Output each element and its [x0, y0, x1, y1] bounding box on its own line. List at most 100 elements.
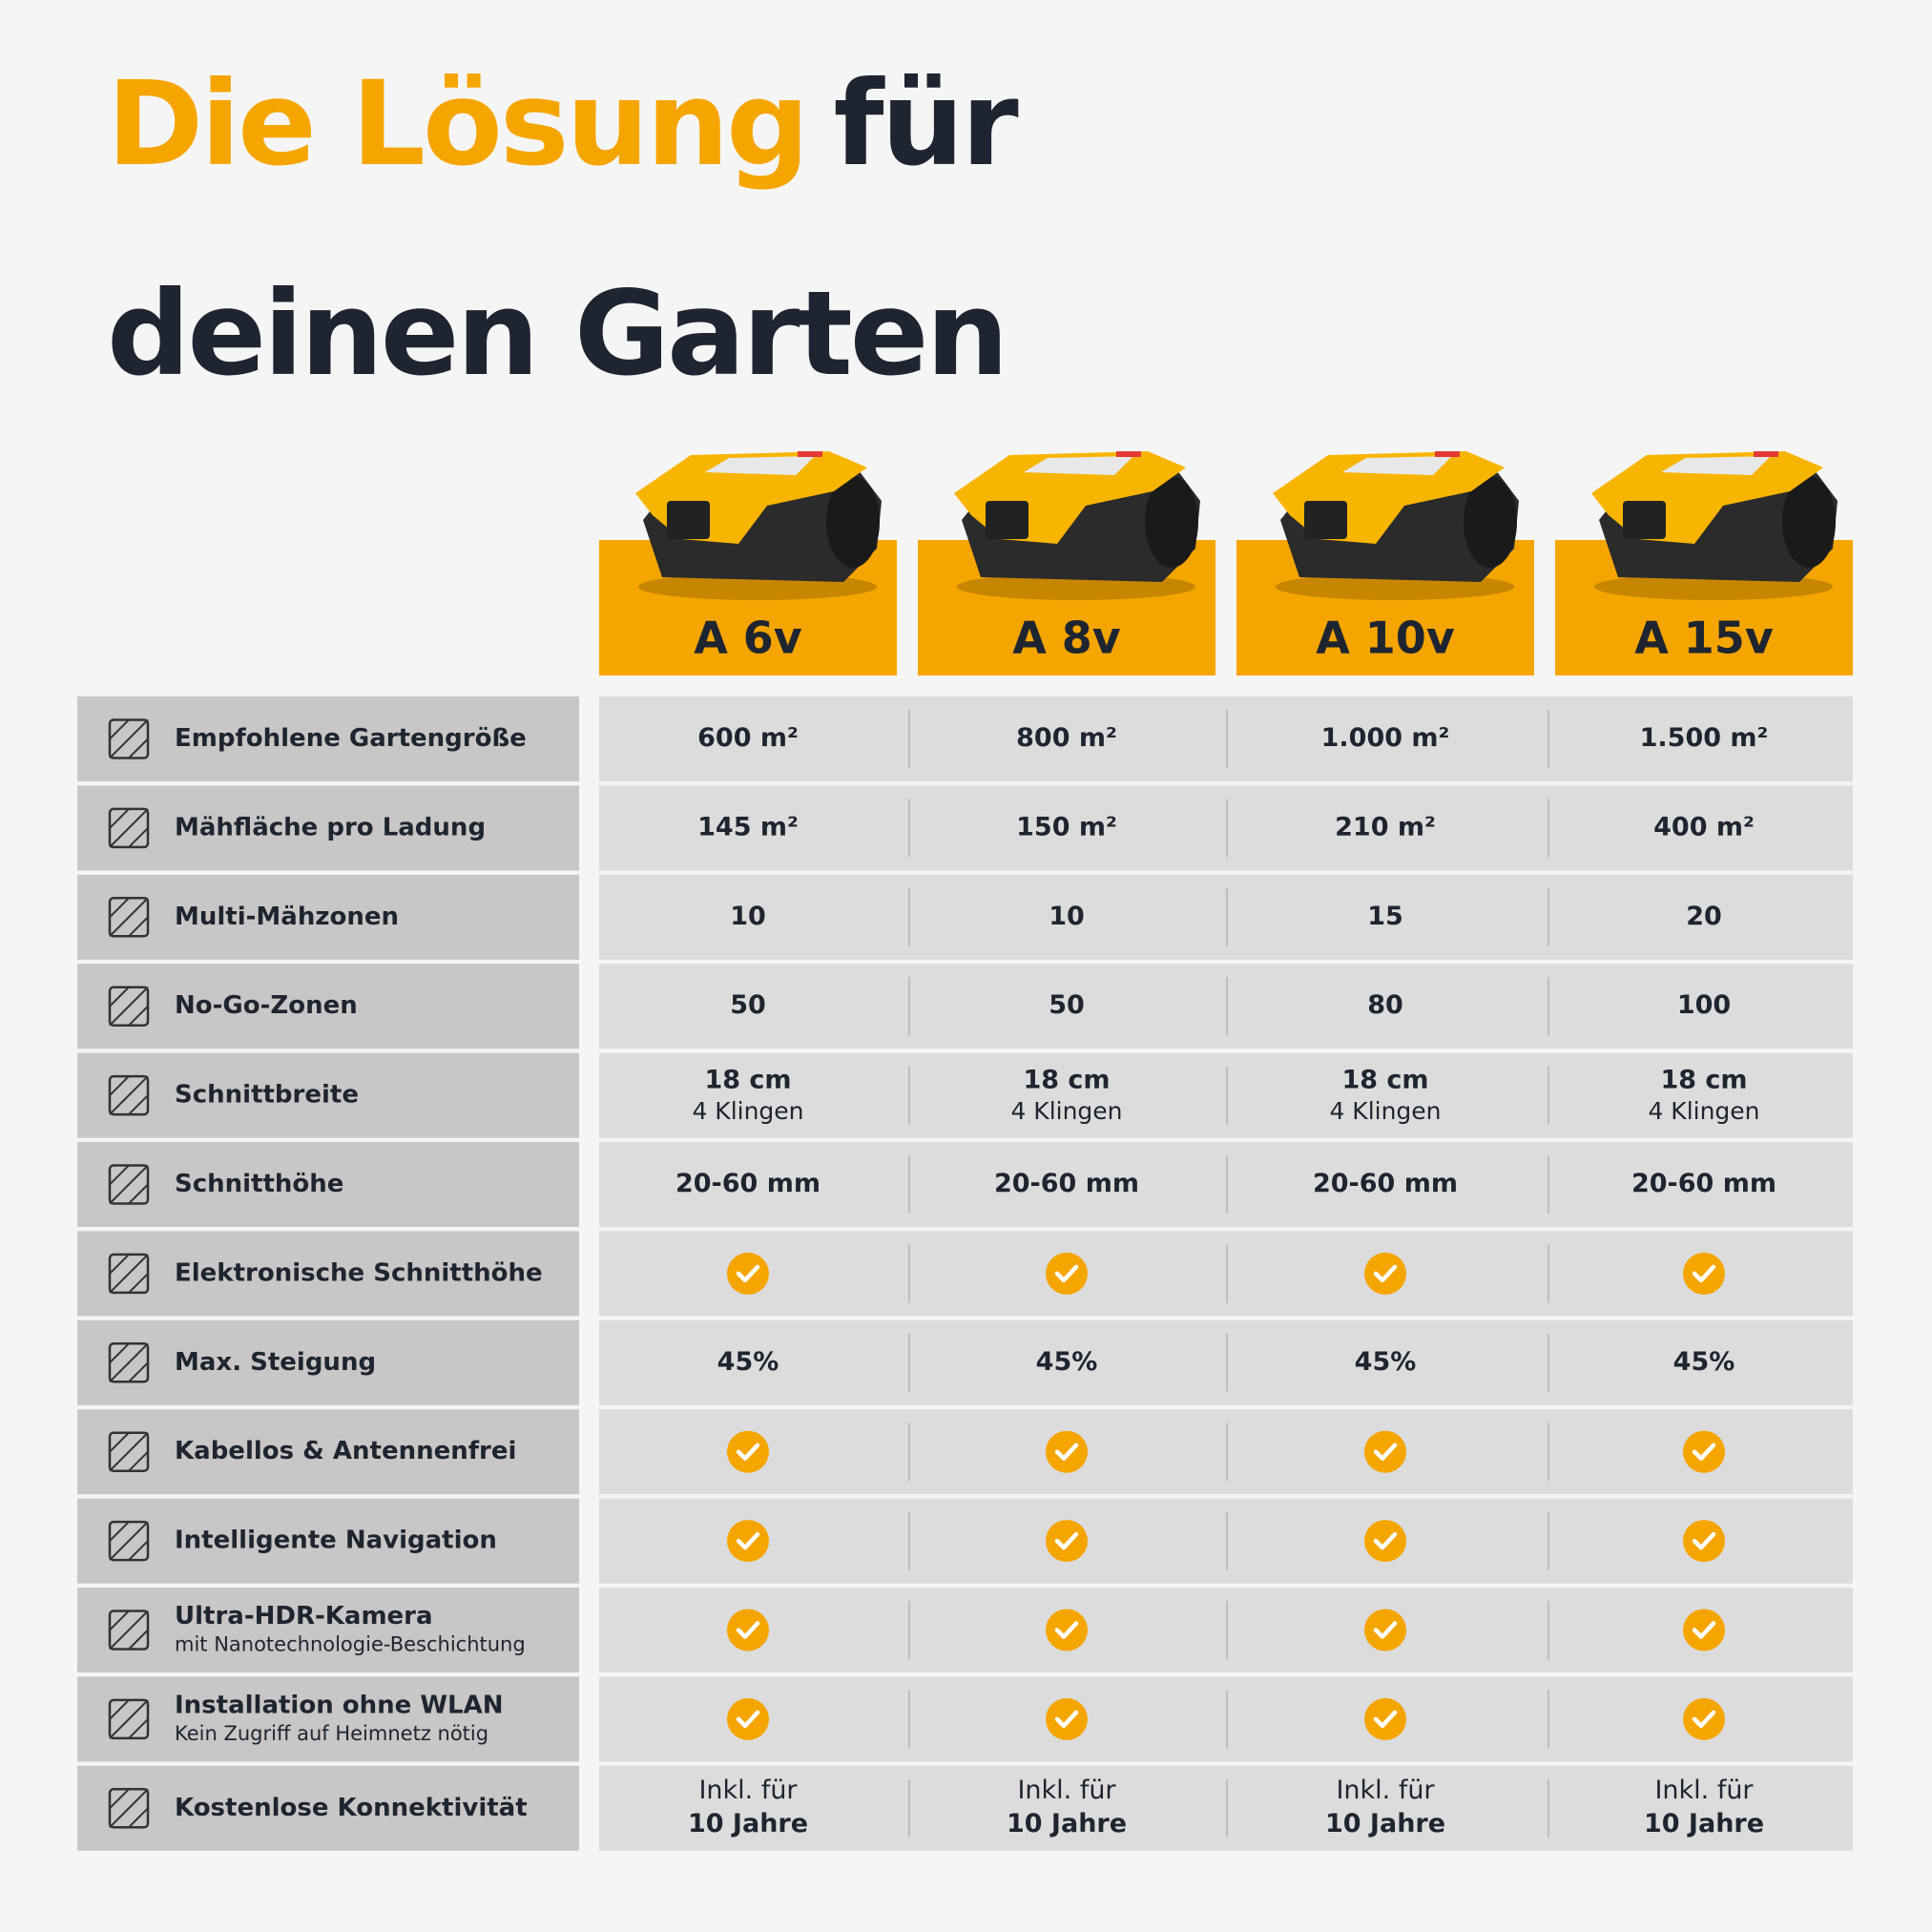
cell-value: 10 Jahre: [688, 1809, 808, 1839]
row-label: Ultra-HDR-Kamera: [175, 1602, 433, 1631]
cell-value: 50: [1049, 990, 1085, 1020]
check-icon: [1364, 1252, 1406, 1295]
row-icon-hatch: [109, 1788, 149, 1829]
cell-value: 600 m²: [697, 723, 799, 753]
mower-camera: [986, 501, 1028, 539]
row-icon: [108, 1698, 150, 1740]
check-icon: [727, 1430, 769, 1473]
mower-lid: [1342, 456, 1452, 475]
title-rest: für: [834, 56, 1019, 192]
check-circle: [1683, 1520, 1725, 1563]
check-circle: [727, 1697, 769, 1740]
mower-wheel: [1782, 476, 1836, 568]
row-sublabel: Kein Zugriff auf Heimnetz nötig: [175, 1722, 488, 1745]
mower-light: [1435, 451, 1460, 457]
cell-subvalue: 4 Klingen: [1648, 1097, 1759, 1125]
mower-camera: [1623, 501, 1666, 539]
check-circle: [727, 1252, 769, 1295]
cell-value: 1.500 m²: [1640, 723, 1769, 753]
mower-light: [1116, 451, 1141, 457]
mower-image: [635, 451, 882, 600]
cell-value: 145 m²: [697, 812, 799, 841]
check-icon: [1046, 1430, 1088, 1473]
mower-image: [1591, 451, 1838, 600]
cell-value: 10: [1049, 902, 1085, 931]
check-icon: [1364, 1520, 1406, 1563]
row-icon-hatch: [109, 1431, 149, 1472]
cell-value: 1.000 m²: [1321, 723, 1450, 753]
check-icon: [727, 1520, 769, 1563]
row-label: Schnittbreite: [175, 1081, 359, 1110]
mower-wheel: [1464, 476, 1517, 568]
title-line2: deinen Garten: [107, 266, 1006, 402]
check-tick: [736, 1531, 760, 1550]
check-tick: [1692, 1264, 1716, 1283]
row-icon: [108, 1074, 150, 1116]
mower-lid: [705, 456, 815, 475]
row-icon: [108, 1431, 150, 1472]
check-tick: [736, 1710, 760, 1729]
cell-value: 20-60 mm: [675, 1169, 821, 1198]
cell-value: 45%: [1355, 1347, 1417, 1377]
label-cell: [77, 1231, 579, 1317]
label-cell: [77, 1588, 579, 1672]
check-circle: [1683, 1609, 1725, 1652]
cell-value: 400 m²: [1653, 812, 1755, 841]
check-icon: [1364, 1430, 1406, 1473]
cell-value: 10 Jahre: [1325, 1809, 1445, 1839]
product-name: A 15v: [1634, 613, 1774, 664]
check-circle: [727, 1609, 769, 1652]
check-icon: [727, 1252, 769, 1295]
product-name: A 8v: [1012, 613, 1121, 664]
row-label: Intelligente Navigation: [175, 1527, 497, 1555]
check-tick: [1692, 1621, 1716, 1639]
cell-value: 80: [1367, 990, 1403, 1020]
check-circle: [1046, 1609, 1088, 1652]
check-circle: [1364, 1609, 1406, 1652]
check-circle: [727, 1430, 769, 1473]
row-icon-hatch: [109, 718, 149, 759]
title-highlight: Die Lösung: [107, 56, 807, 192]
check-icon: [1364, 1697, 1406, 1740]
check-tick: [736, 1443, 760, 1461]
cell-prefix: Inkl. für: [1336, 1776, 1435, 1805]
cell-value: 45%: [1673, 1347, 1735, 1377]
check-tick: [1373, 1264, 1398, 1283]
row-icon-hatch: [109, 1342, 149, 1383]
mower-camera: [1304, 501, 1347, 539]
row-icon: [108, 1788, 150, 1829]
row-label: Elektronische Schnitthöhe: [175, 1258, 543, 1287]
cell-value: 45%: [717, 1347, 779, 1377]
cell-prefix: Inkl. für: [698, 1776, 798, 1805]
row-label: Kostenlose Konnektivität: [175, 1794, 528, 1822]
cell-value: 20-60 mm: [1631, 1169, 1776, 1198]
label-cell: [77, 785, 579, 871]
check-tick: [1054, 1710, 1079, 1729]
row-label: Schnitthöhe: [175, 1170, 343, 1198]
row-sublabel: mit Nanotechnologie-Beschichtung: [175, 1633, 526, 1656]
product-name: A 6v: [694, 613, 802, 664]
cell-value: 10: [730, 902, 766, 931]
row-icon-hatch: [109, 986, 149, 1027]
row-label: Installation ohne WLAN: [175, 1691, 503, 1719]
check-icon: [1046, 1609, 1088, 1652]
cell-value: 20: [1686, 902, 1722, 931]
cell-value: 100: [1677, 990, 1731, 1020]
cell-value: 15: [1367, 902, 1403, 931]
cell-value: 800 m²: [1016, 723, 1117, 753]
cell-value: 20-60 mm: [1313, 1169, 1458, 1198]
row-label: Empfohlene Gartengröße: [175, 724, 527, 753]
check-circle: [1364, 1520, 1406, 1563]
check-circle: [727, 1520, 769, 1563]
mower-lid: [1661, 456, 1771, 475]
check-tick: [1692, 1710, 1716, 1729]
cell-value: 150 m²: [1016, 812, 1117, 841]
row-icon-hatch: [109, 897, 149, 938]
row-icon-hatch: [109, 1699, 149, 1739]
row-icon-hatch: [109, 1075, 149, 1115]
check-circle: [1364, 1252, 1406, 1295]
check-circle: [1683, 1430, 1725, 1473]
check-icon: [1683, 1609, 1725, 1652]
mower-camera: [667, 501, 710, 539]
check-circle: [1046, 1252, 1088, 1295]
